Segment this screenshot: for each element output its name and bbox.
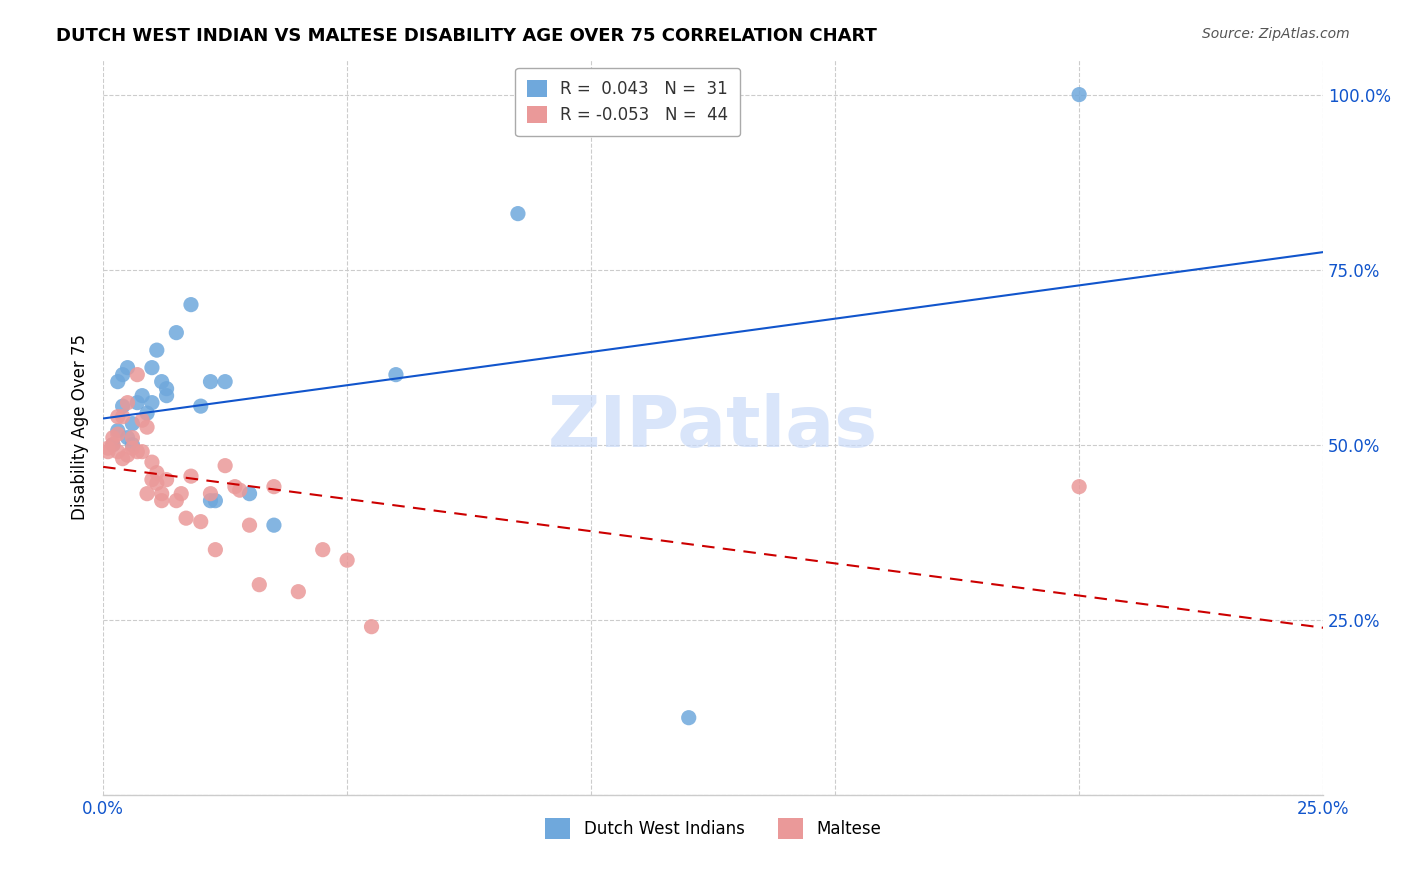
Point	[107, 424, 129, 438]
Text: ZIPatlas: ZIPatlas	[548, 392, 879, 462]
Point	[180, 298, 202, 312]
Point	[101, 431, 124, 445]
Point	[180, 469, 202, 483]
Point	[121, 437, 143, 451]
Point	[121, 441, 143, 455]
Point	[127, 368, 149, 382]
Point	[131, 389, 153, 403]
Point	[117, 360, 139, 375]
Point	[111, 399, 134, 413]
Point	[111, 451, 134, 466]
Point	[385, 368, 408, 382]
Point	[165, 326, 187, 340]
Point	[200, 375, 222, 389]
Point	[111, 368, 134, 382]
Point	[107, 409, 129, 424]
Y-axis label: Disability Age Over 75: Disability Age Over 75	[72, 334, 89, 520]
Point	[155, 389, 177, 403]
Point	[506, 206, 529, 220]
Point	[229, 483, 252, 498]
Point	[117, 395, 139, 409]
Point	[214, 375, 236, 389]
Point	[200, 493, 222, 508]
Point	[150, 375, 173, 389]
Point	[150, 486, 173, 500]
Point	[97, 444, 120, 458]
Point	[678, 711, 700, 725]
Point	[101, 437, 124, 451]
Point	[121, 431, 143, 445]
Point	[1069, 480, 1091, 494]
Point	[238, 518, 260, 533]
Point	[263, 518, 285, 533]
Point	[214, 458, 236, 473]
Point	[97, 441, 120, 455]
Point	[107, 427, 129, 442]
Point	[131, 444, 153, 458]
Point	[204, 493, 226, 508]
Point	[101, 437, 124, 451]
Point	[141, 473, 163, 487]
Point	[141, 455, 163, 469]
Point	[117, 431, 139, 445]
Point	[190, 399, 212, 413]
Point	[165, 493, 187, 508]
Point	[146, 343, 169, 358]
Point	[121, 417, 143, 431]
Point	[146, 466, 169, 480]
Point	[312, 542, 335, 557]
Point	[150, 493, 173, 508]
Point	[127, 395, 149, 409]
Point	[107, 375, 129, 389]
Point	[204, 542, 226, 557]
Point	[155, 473, 177, 487]
Point	[238, 486, 260, 500]
Point	[1069, 87, 1091, 102]
Point	[360, 620, 382, 634]
Point	[190, 515, 212, 529]
Point	[146, 476, 169, 491]
Point	[107, 444, 129, 458]
Text: DUTCH WEST INDIAN VS MALTESE DISABILITY AGE OVER 75 CORRELATION CHART: DUTCH WEST INDIAN VS MALTESE DISABILITY …	[56, 27, 877, 45]
Point	[336, 553, 359, 567]
Legend: Dutch West Indians, Maltese: Dutch West Indians, Maltese	[538, 812, 887, 846]
Point	[224, 480, 246, 494]
Point	[136, 406, 159, 420]
Point	[111, 409, 134, 424]
Point	[263, 480, 285, 494]
Point	[170, 486, 193, 500]
Point	[117, 448, 139, 462]
Point	[247, 577, 270, 591]
Point	[200, 486, 222, 500]
Text: Source: ZipAtlas.com: Source: ZipAtlas.com	[1202, 27, 1350, 41]
Point	[287, 584, 309, 599]
Point	[141, 395, 163, 409]
Point	[155, 382, 177, 396]
Point	[141, 360, 163, 375]
Point	[127, 444, 149, 458]
Point	[136, 420, 159, 434]
Point	[131, 413, 153, 427]
Point	[174, 511, 197, 525]
Point	[136, 486, 159, 500]
